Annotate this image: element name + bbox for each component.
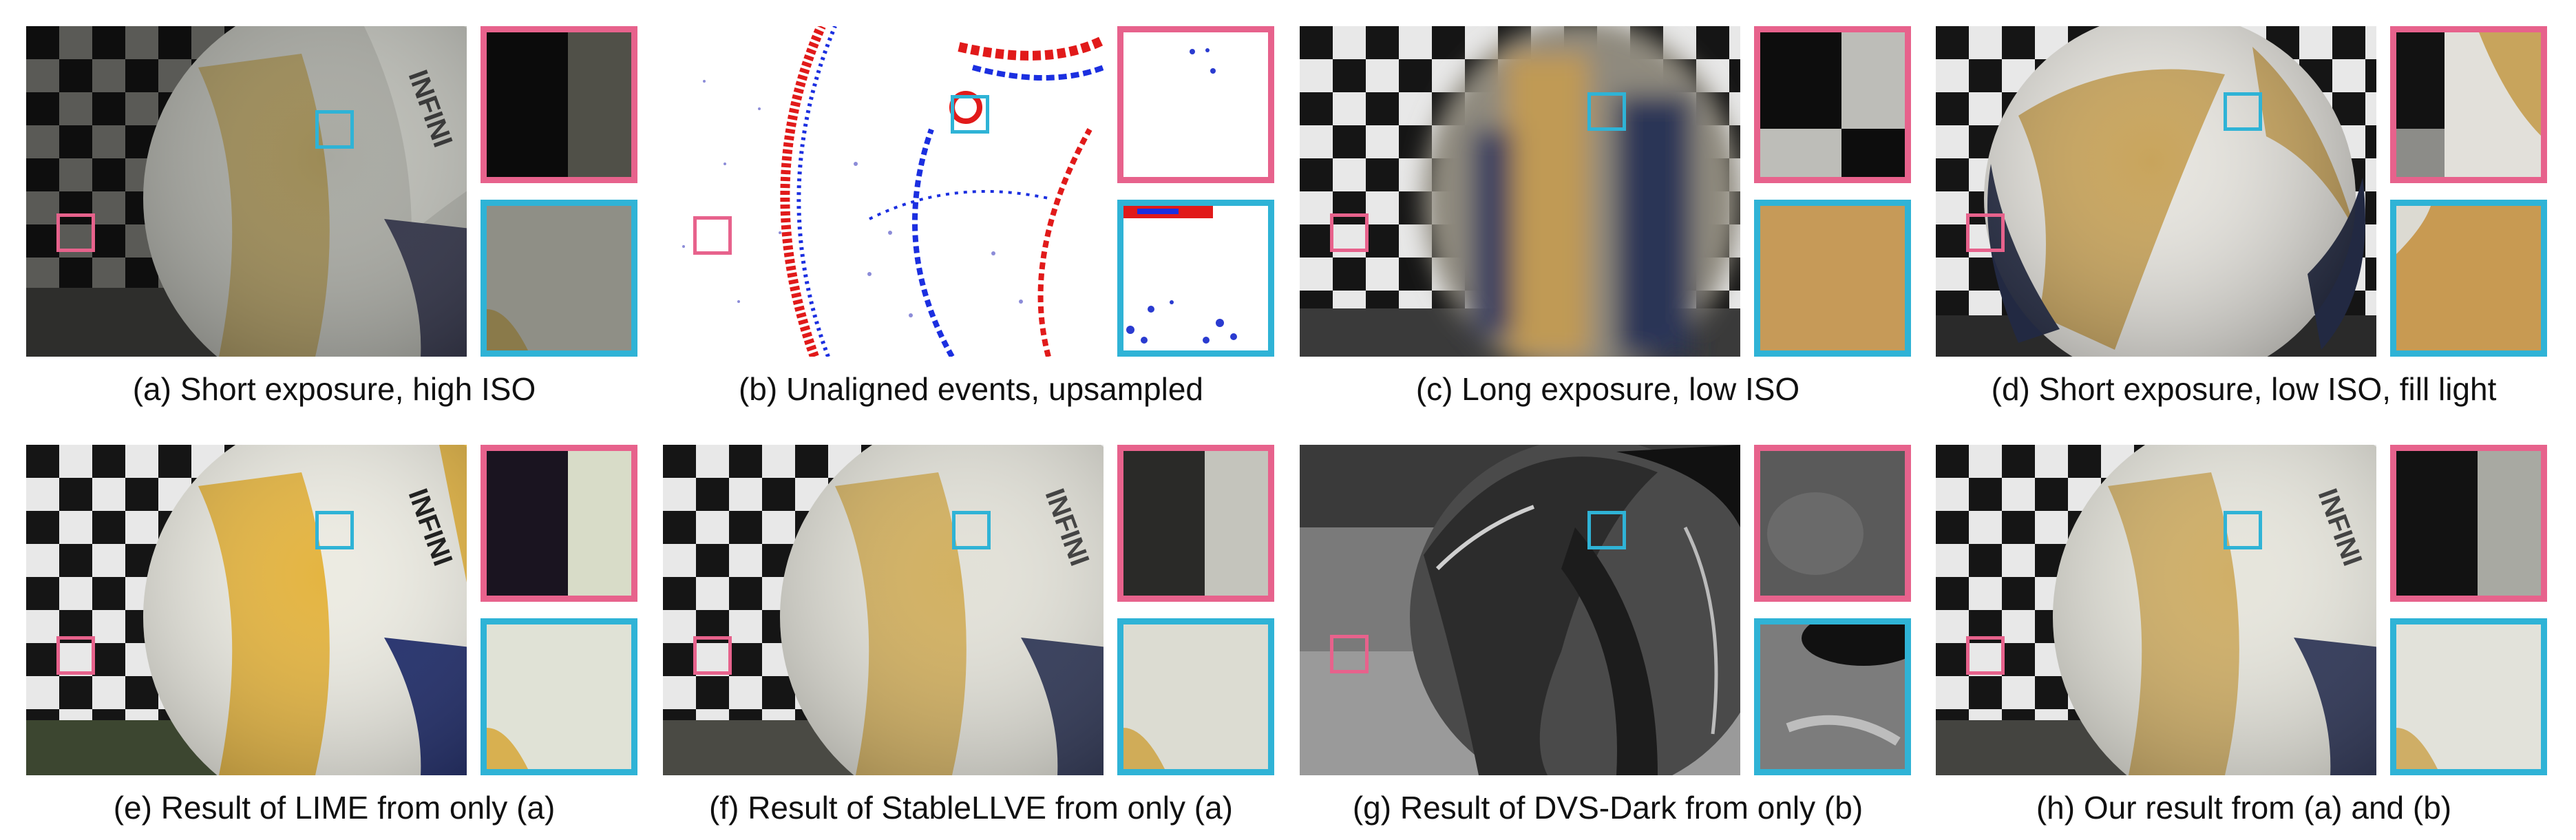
cyan-box-marker (2224, 92, 2262, 131)
pink-box-marker (1966, 213, 2005, 252)
pink-box-marker (1966, 636, 2005, 675)
cyan-box-marker (1587, 511, 1626, 549)
pink-zoom-crop (481, 445, 637, 602)
main-image (663, 26, 1104, 357)
pink-zoom-crop (1754, 26, 1911, 183)
pink-zoom-crop (2390, 445, 2547, 602)
cyan-box-marker (2224, 511, 2262, 549)
pink-box-marker (693, 216, 732, 255)
cyan-zoom-crop (481, 200, 637, 357)
cyan-zoom-crop (1117, 618, 1274, 775)
caption: (b) Unaligned events, upsampled (738, 371, 1204, 407)
pink-box-marker (1330, 635, 1369, 673)
main-image: INFINI (26, 26, 467, 357)
cyan-zoom-crop (1754, 200, 1911, 357)
caption: (c) Long exposure, low ISO (1415, 371, 1800, 407)
cyan-zoom-crop (1754, 618, 1911, 775)
cyan-zoom-crop (2390, 618, 2547, 775)
main-image (1300, 445, 1740, 775)
caption: (f) Result of StableLLVE from only (a) (709, 790, 1233, 826)
cyan-box-marker (952, 511, 991, 549)
pink-zoom-crop (1117, 445, 1274, 602)
pink-box-marker (56, 636, 95, 675)
pink-zoom-crop (481, 26, 637, 183)
cyan-box-marker (315, 110, 354, 149)
cyan-box-marker (1587, 92, 1626, 131)
main-image: INFINI (663, 445, 1104, 775)
cyan-zoom-crop (1117, 200, 1274, 357)
cyan-zoom-crop (2390, 200, 2547, 357)
caption: (e) Result of LIME from only (a) (113, 790, 556, 826)
pink-box-marker (693, 636, 732, 675)
pink-box-marker (1330, 213, 1369, 252)
caption: (h) Our result from (a) and (b) (2036, 790, 2452, 826)
caption: (g) Result of DVS-Dark from only (b) (1352, 790, 1864, 826)
pink-zoom-crop (1754, 445, 1911, 602)
caption: (d) Short exposure, low ISO, fill light (1991, 371, 2497, 407)
pink-zoom-crop (1117, 26, 1274, 183)
cyan-box-marker (315, 511, 354, 549)
pink-box-marker (56, 213, 95, 252)
cyan-box-marker (951, 95, 989, 134)
main-image: INFINI (26, 445, 467, 775)
pink-zoom-crop (2390, 26, 2547, 183)
main-image (1300, 26, 1740, 357)
main-image (1936, 26, 2376, 357)
main-image: INFINI (1936, 445, 2376, 775)
cyan-zoom-crop (481, 618, 637, 775)
caption: (a) Short exposure, high ISO (132, 371, 536, 407)
